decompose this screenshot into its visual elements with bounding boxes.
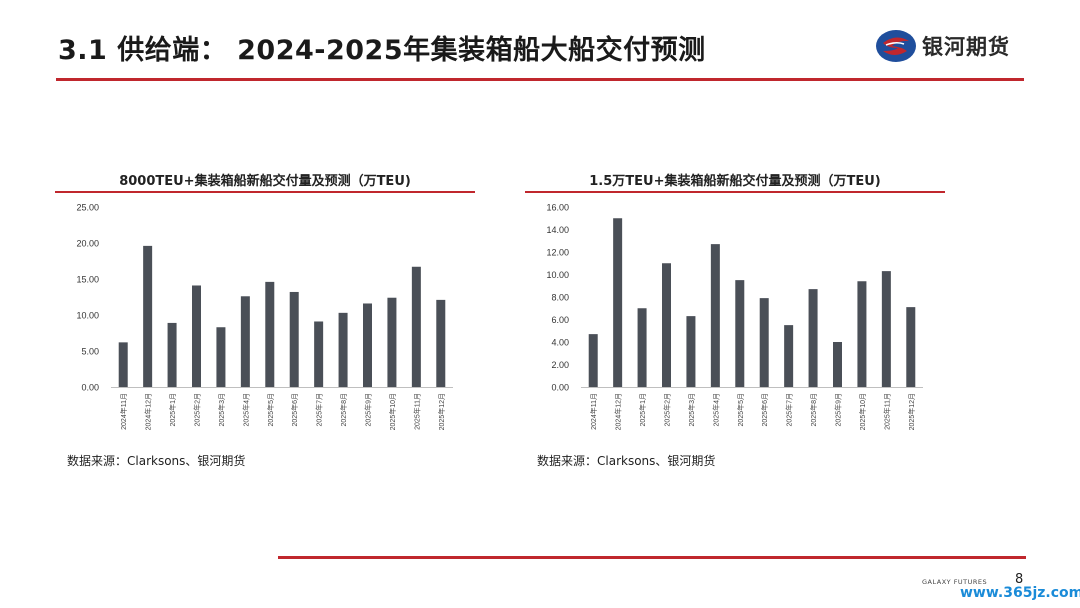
page-number: 8 [1015,572,1024,587]
footer-rule [278,556,1026,559]
bar [735,280,745,387]
bar [857,281,867,387]
bar [289,291,299,387]
chart-source: 数据来源：Clarksons、银河期货 [537,454,716,468]
x-tick-label: 2025年2月 [193,393,202,426]
x-tick-label: 2025年9月 [834,393,843,426]
bar [686,316,696,387]
x-tick-label: 2025年1月 [638,393,647,426]
bar-chart-8000teu: 0.00 5.00 10.00 15.00 20.00 25.00 2024年11月 2024… [76,203,453,430]
footer-brand: GALAXY FUTURES [922,578,988,586]
bar [143,245,153,387]
bar [637,308,647,387]
x-tick-label: 2025年6月 [760,393,769,426]
y-tick-label: 6.00 [551,315,569,325]
y-tick-label: 15.00 [76,275,99,285]
x-tick-label: 2025年10月 [388,393,397,430]
chart-title-rule [55,191,475,193]
bar [240,296,250,387]
bar [662,263,671,387]
y-tick-label: 25.00 [76,203,99,213]
watermark: www.365jz.com [960,585,1080,601]
y-tick-label: 5.00 [81,347,99,357]
x-tick-label: 2025年5月 [736,393,745,426]
y-tick-label: 10.00 [76,311,99,321]
bar [387,297,397,387]
chart-title: 1.5万TEU+集装箱船新船交付量及预测（万TEU) [589,174,881,189]
bar [216,327,226,387]
chart-panel-15000teu: 1.5万TEU+集装箱船新船交付量及预测（万TEU) 0.00 2.00 4.00 6… [525,165,945,475]
bar [338,312,348,387]
x-tick-label: 2024年11月 [589,393,598,430]
bar [784,325,794,387]
bar [710,244,720,387]
bar [167,322,177,387]
y-tick-label: 16.00 [546,203,569,213]
brand-name: 银河期货 [922,35,1010,59]
x-tick-label: 2025年5月 [266,393,275,426]
x-tick-label: 2024年12月 [144,393,153,430]
x-tick-label: 2025年11月 [412,393,421,430]
bar [314,321,324,387]
x-tick-label: 2025年12月 [437,393,446,430]
bar [613,218,623,387]
y-tick-label: 10.00 [546,270,569,280]
bar-chart-15000teu: 0.00 2.00 4.00 6.00 8.00 10.00 12.00 14.00 16.00… [546,203,923,430]
x-tick-label: 2025年4月 [241,393,250,426]
y-tick-label: 4.00 [551,338,569,348]
x-tick-label: 2025年2月 [663,393,672,426]
bar [192,285,201,387]
x-tick-label: 2025年8月 [809,393,818,426]
bar [833,342,842,387]
bar [265,281,275,387]
bar [906,307,916,387]
x-tick-label: 2025年12月 [907,393,916,430]
bar [118,342,128,387]
x-tick-label: 2024年12月 [614,393,623,430]
x-tick-label: 2025年9月 [364,393,373,426]
y-tick-label: 0.00 [81,383,99,393]
bar [808,289,818,387]
y-tick-label: 8.00 [551,293,569,303]
slide-title: 3.1 供给端： 2024-2025年集装箱船大船交付预测 [58,35,706,66]
x-tick-label: 2025年7月 [785,393,794,426]
company-logo: 银河期货 [874,27,1010,65]
bar [759,298,769,387]
chart-title: 8000TEU+集装箱船新船交付量及预测（万TEU) [119,174,411,189]
x-tick-label: 2025年3月 [687,393,696,426]
x-tick-label: 2025年6月 [290,393,299,426]
y-tick-label: 0.00 [551,383,569,393]
y-tick-label: 12.00 [546,248,569,258]
title-rule [56,78,1024,81]
y-tick-label: 14.00 [546,225,569,235]
bar [363,303,372,387]
chart-panel-8000teu: 8000TEU+集装箱船新船交付量及预测（万TEU) 0.00 5.00 10.00… [55,165,475,475]
x-tick-label: 2025年4月 [711,393,720,426]
chart-title-rule [525,191,945,193]
x-tick-label: 2025年8月 [339,393,348,426]
bar [411,266,421,387]
x-tick-label: 2024年11月 [119,393,128,430]
bar [588,334,598,387]
x-tick-label: 2025年3月 [217,393,226,426]
x-tick-label: 2025年11月 [882,393,891,430]
x-tick-label: 2025年1月 [168,393,177,426]
y-tick-label: 20.00 [76,239,99,249]
x-tick-label: 2025年10月 [858,393,867,430]
x-tick-label: 2025年7月 [315,393,324,426]
chart-source: 数据来源：Clarksons、银河期货 [67,454,246,468]
galaxy-logo-icon [876,30,916,62]
y-tick-label: 2.00 [551,360,569,370]
bar [881,271,891,387]
bar [436,299,446,387]
